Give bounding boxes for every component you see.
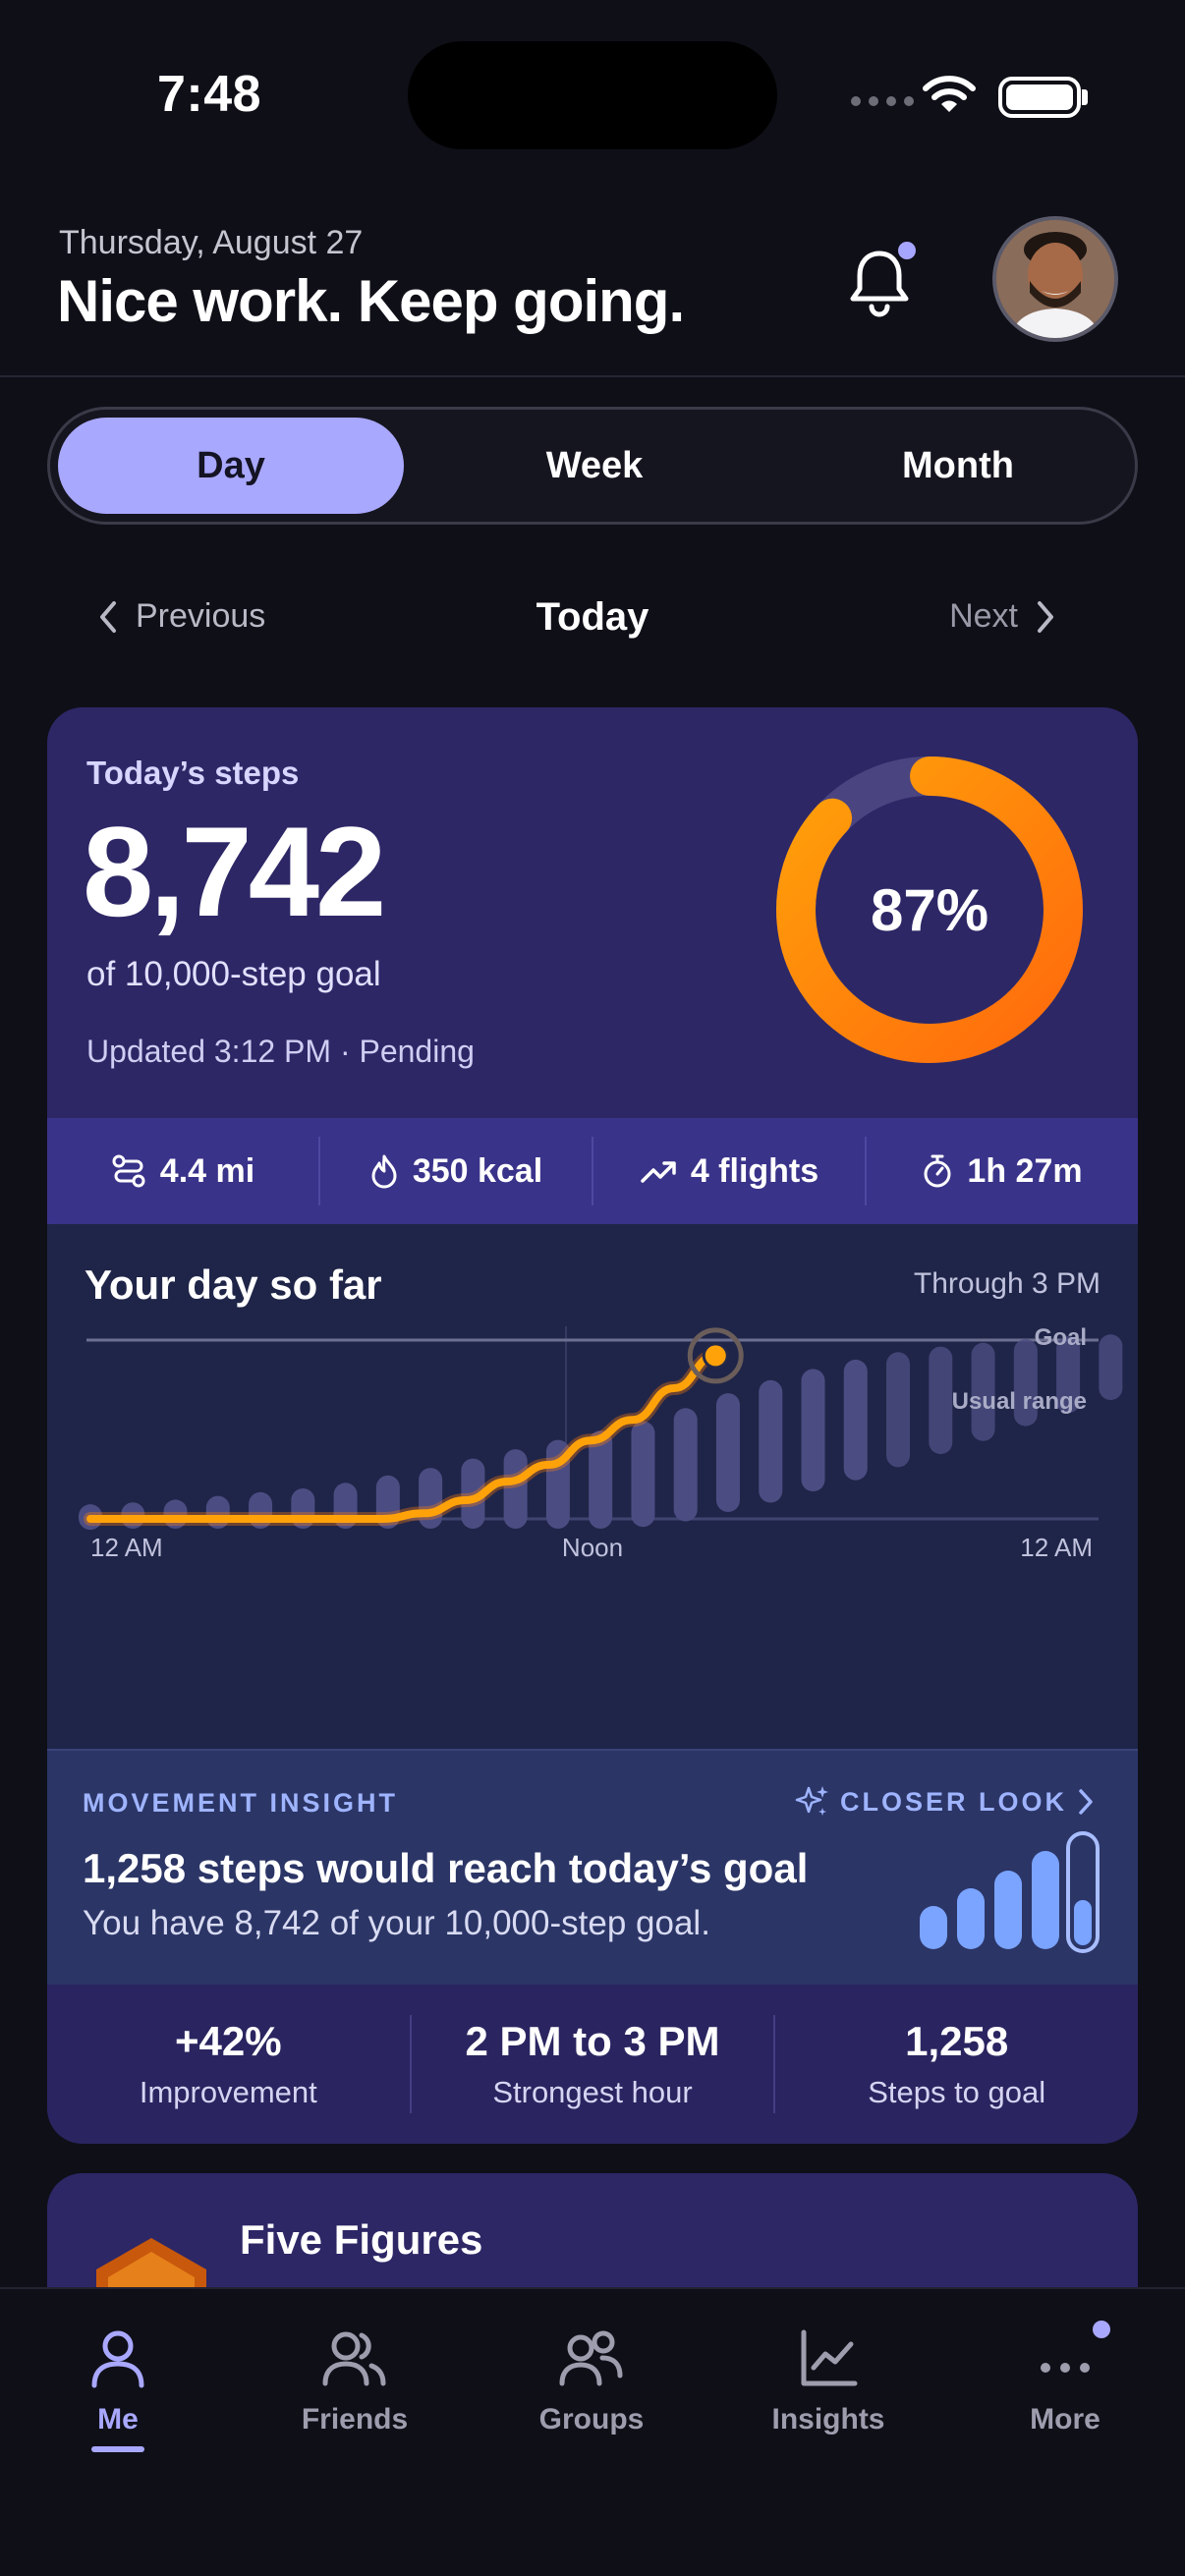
more-icon xyxy=(1041,2363,1090,2373)
chart-subtitle: Through 3 PM xyxy=(913,1267,1100,1300)
segment-week[interactable]: Week xyxy=(545,444,644,486)
steps-goal-text: of 10,000-step goal xyxy=(86,955,381,993)
x-label-end: 12 AM xyxy=(1020,1533,1093,1562)
stats-row: +42% Improvement 2 PM to 3 PM Strongest … xyxy=(47,1985,1138,2144)
stat-strongest-hour: 2 PM to 3 PM Strongest hour xyxy=(412,2015,776,2113)
notification-badge xyxy=(898,242,916,259)
metric-active-time: 1h 27m xyxy=(867,1137,1138,1205)
previous-label: Previous xyxy=(136,597,266,635)
next-label: Next xyxy=(949,597,1018,635)
chevron-right-icon xyxy=(1079,1789,1093,1815)
dynamic-island xyxy=(408,41,777,149)
metric-flights: 4 flights xyxy=(593,1137,867,1205)
insight-label: MOVEMENT INSIGHT xyxy=(83,1788,399,1818)
usual-range-label: Usual range xyxy=(952,1388,1087,1415)
steps-chart: Goal Usual range 12 AM Noon 12 AM xyxy=(79,1324,1123,1562)
steps-line xyxy=(86,1351,720,1523)
goal-percent-label: 87% xyxy=(870,876,989,943)
movement-insight[interactable]: MOVEMENT INSIGHT CLOSER LOOK 1,258 steps… xyxy=(47,1749,1138,1985)
insight-subtitle: You have 8,742 of your 10,000-step goal. xyxy=(83,1904,710,1942)
friends-icon xyxy=(322,2331,386,2386)
current-period-label: Today xyxy=(536,595,649,639)
stat-improvement: +42% Improvement xyxy=(47,2015,412,2113)
next-button[interactable]: Next xyxy=(949,597,1055,636)
flame-icon xyxy=(371,1154,397,1189)
chevron-right-icon xyxy=(1038,600,1053,633)
stat-steps-to-goal: 1,258 Steps to goal xyxy=(775,2015,1138,2113)
steps-card: Today’s steps 8,742 of 10,000-step goal … xyxy=(47,707,1138,2144)
current-point-halo xyxy=(687,1327,744,1384)
stat-label: Strongest hour xyxy=(492,2075,693,2109)
chevron-left-icon xyxy=(100,600,116,633)
metric-calories: 350 kcal xyxy=(320,1137,593,1205)
notification-bell-icon[interactable] xyxy=(843,244,916,320)
sparkles-icon xyxy=(795,1786,828,1816)
header-date: Thursday, August 27 xyxy=(59,224,364,261)
goal-progress-ring xyxy=(776,756,1083,1063)
trending-up-icon xyxy=(641,1161,676,1183)
groups-icon xyxy=(559,2330,623,2386)
battery-icon xyxy=(998,77,1081,118)
tab-groups[interactable]: Groups xyxy=(503,2328,680,2436)
metric-active-time-value: 1h 27m xyxy=(967,1151,1083,1190)
stopwatch-icon xyxy=(924,1154,951,1188)
segment-day[interactable]: Day xyxy=(58,418,404,514)
tab-bar: Me Friends Groups Insights More xyxy=(0,2287,1185,2576)
tab-friends-label: Friends xyxy=(301,2403,409,2436)
period-segmented-control: Day Week Month xyxy=(47,407,1138,525)
tab-me-label: Me xyxy=(97,2403,139,2436)
tab-groups-label: Groups xyxy=(538,2403,645,2436)
steps-label: Today’s steps xyxy=(86,755,300,791)
metric-distance: 4.4 mi xyxy=(47,1137,320,1205)
closer-look-label: CLOSER LOOK xyxy=(839,1786,1067,1817)
tab-friends[interactable]: Friends xyxy=(266,2328,443,2436)
stat-label: Improvement xyxy=(139,2075,317,2109)
tab-more[interactable]: More xyxy=(977,2328,1154,2436)
segment-month[interactable]: Month xyxy=(902,444,1014,486)
more-badge xyxy=(1093,2321,1110,2338)
stat-value: +42% xyxy=(175,2018,282,2064)
chart-icon xyxy=(801,2329,858,2386)
achievement-title: Five Figures xyxy=(240,2216,483,2263)
chart-title: Your day so far xyxy=(85,1261,382,1308)
previous-button[interactable]: Previous xyxy=(98,597,265,636)
tab-insights[interactable]: Insights xyxy=(740,2328,917,2436)
cellular-signal-icon xyxy=(851,96,914,106)
stat-value: 2 PM to 3 PM xyxy=(465,2018,720,2064)
metric-distance-value: 4.4 mi xyxy=(159,1151,255,1190)
metric-calories-value: 350 kcal xyxy=(412,1151,543,1190)
steps-line-glow xyxy=(84,1348,723,1526)
tab-me[interactable]: Me xyxy=(29,2328,206,2452)
steps-value: 8,742 xyxy=(83,800,386,943)
status-time: 7:48 xyxy=(157,66,262,123)
tab-more-label: More xyxy=(1030,2403,1100,2436)
current-point xyxy=(702,1342,729,1370)
active-tab-indicator xyxy=(91,2446,144,2452)
person-icon xyxy=(91,2330,144,2388)
header-headline: Nice work. Keep going. xyxy=(57,268,685,334)
metric-flights-value: 4 flights xyxy=(690,1151,819,1190)
battery-cap xyxy=(1082,89,1088,105)
stat-value: 1,258 xyxy=(905,2018,1009,2064)
steps-updated-text: Updated 3:12 PM · Pending xyxy=(86,1034,475,1069)
x-label-start: 12 AM xyxy=(90,1533,163,1562)
route-icon xyxy=(112,1154,145,1188)
header-divider xyxy=(0,375,1185,377)
stat-label: Steps to goal xyxy=(868,2075,1046,2109)
goal-label: Goal xyxy=(1035,1324,1087,1351)
x-label-noon: Noon xyxy=(562,1533,623,1562)
metrics-strip: 4.4 mi 350 kcal 4 flights 1h 27m xyxy=(47,1118,1138,1224)
bar-progress-icon xyxy=(920,1831,1100,1953)
insight-title: 1,258 steps would reach today’s goal xyxy=(83,1845,809,1891)
closer-look-link[interactable]: CLOSER LOOK xyxy=(795,1784,1095,1820)
tab-insights-label: Insights xyxy=(771,2403,885,2436)
day-chart-section: Your day so far Through 3 PM Goal Usual … xyxy=(47,1224,1138,1749)
wifi-icon xyxy=(923,76,976,112)
avatar[interactable] xyxy=(992,216,1118,342)
